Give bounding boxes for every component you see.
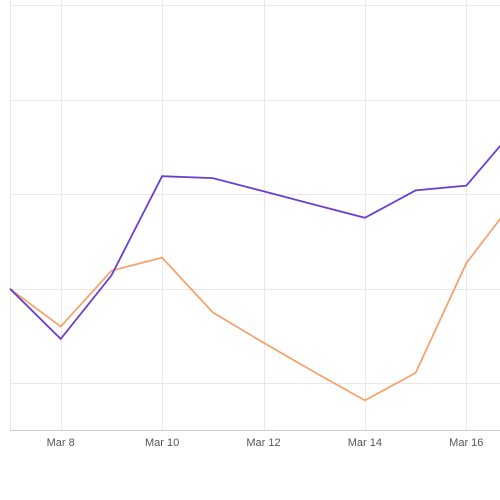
x-tick-label: Mar 16 — [449, 437, 483, 449]
x-tick-label: Mar 14 — [348, 437, 382, 449]
x-tick-label: Mar 12 — [246, 437, 280, 449]
series-line-1 — [9, 144, 500, 341]
grid — [10, 0, 500, 430]
x-tick-label: Mar 10 — [145, 437, 179, 449]
x-tick-label: Mar 8 — [47, 437, 75, 449]
series-line-2 — [9, 217, 500, 402]
x-axis: Mar 8 Mar 10 Mar 12 Mar 14 Mar 16 — [10, 430, 500, 449]
series-layer — [9, 144, 500, 402]
